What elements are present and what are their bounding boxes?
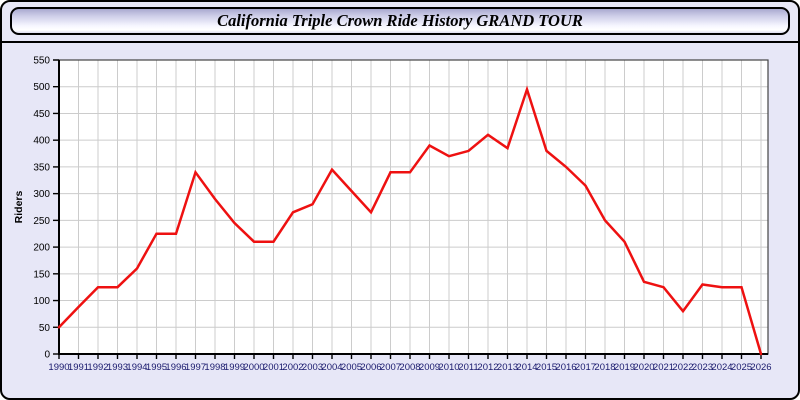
x-tick-label: 1993: [107, 362, 128, 373]
y-tick-label: 50: [39, 323, 51, 334]
x-tick-label: 2000: [243, 362, 264, 373]
x-tick-label: 1990: [48, 362, 69, 373]
x-tick-label: 2013: [497, 362, 518, 373]
header-divider: [2, 41, 798, 43]
x-tick-label: 1994: [126, 362, 147, 373]
x-tick-label: 2007: [380, 362, 401, 373]
x-tick-label: 2022: [672, 362, 693, 373]
x-tick-label: 1992: [87, 362, 108, 373]
x-tick-label: 2018: [594, 362, 615, 373]
plot-frame: [58, 59, 769, 355]
y-tick-label: 350: [33, 162, 50, 173]
riders-series-line: [57, 85, 763, 356]
y-tick-label: 250: [33, 216, 50, 227]
y-tick-label: 500: [33, 82, 50, 93]
x-tick-label: 2016: [555, 362, 576, 373]
y-tick-label: 300: [33, 189, 50, 200]
x-tick-label: 2001: [263, 362, 284, 373]
x-tick-label: 2021: [653, 362, 674, 373]
y-tick-label: 100: [33, 296, 50, 307]
x-tick-label: 1999: [224, 362, 245, 373]
x-tick-label: 2008: [399, 362, 420, 373]
x-tick-label: 1998: [204, 362, 225, 373]
x-tick-label: 2009: [419, 362, 440, 373]
x-tick-label: 2002: [282, 362, 303, 373]
x-tick-label: 2011: [458, 362, 478, 373]
x-tick-label: 2014: [516, 362, 537, 373]
x-tick-label: 2017: [575, 362, 596, 373]
x-tick-label: 2003: [302, 362, 323, 373]
x-tick-label: 1996: [165, 362, 186, 373]
chart-title-bar: California Triple Crown Ride History GRA…: [10, 7, 790, 35]
chart-title: California Triple Crown Ride History GRA…: [217, 11, 583, 30]
x-tick-label: 2006: [360, 362, 381, 373]
x-tick-label: 1997: [185, 362, 206, 373]
y-tick-label: 0: [44, 350, 50, 361]
y-tick-label: 400: [33, 136, 50, 147]
x-tick-label: 2025: [731, 362, 752, 373]
x-tick-label: 2015: [536, 362, 557, 373]
y-axis-title: Riders: [13, 191, 25, 224]
x-tick-label: 2024: [711, 362, 732, 373]
x-tick-label: 2005: [341, 362, 362, 373]
x-tick-label: 1991: [68, 362, 89, 373]
x-tick-label: 2012: [477, 362, 498, 373]
x-tick-label: 2004: [321, 362, 342, 373]
x-tick-label: 2023: [692, 362, 713, 373]
y-tick-label: 550: [33, 56, 50, 67]
x-tick-label: 2026: [750, 362, 771, 373]
y-tick-label: 150: [33, 269, 50, 280]
x-tick-label: 2019: [614, 362, 635, 373]
y-tick-label: 200: [33, 243, 50, 254]
plot-area: [59, 60, 768, 354]
x-tick-label: 2020: [633, 362, 654, 373]
x-tick-label: 2010: [438, 362, 459, 373]
x-tick-label: 1995: [146, 362, 167, 373]
y-tick-label: 450: [33, 109, 50, 120]
